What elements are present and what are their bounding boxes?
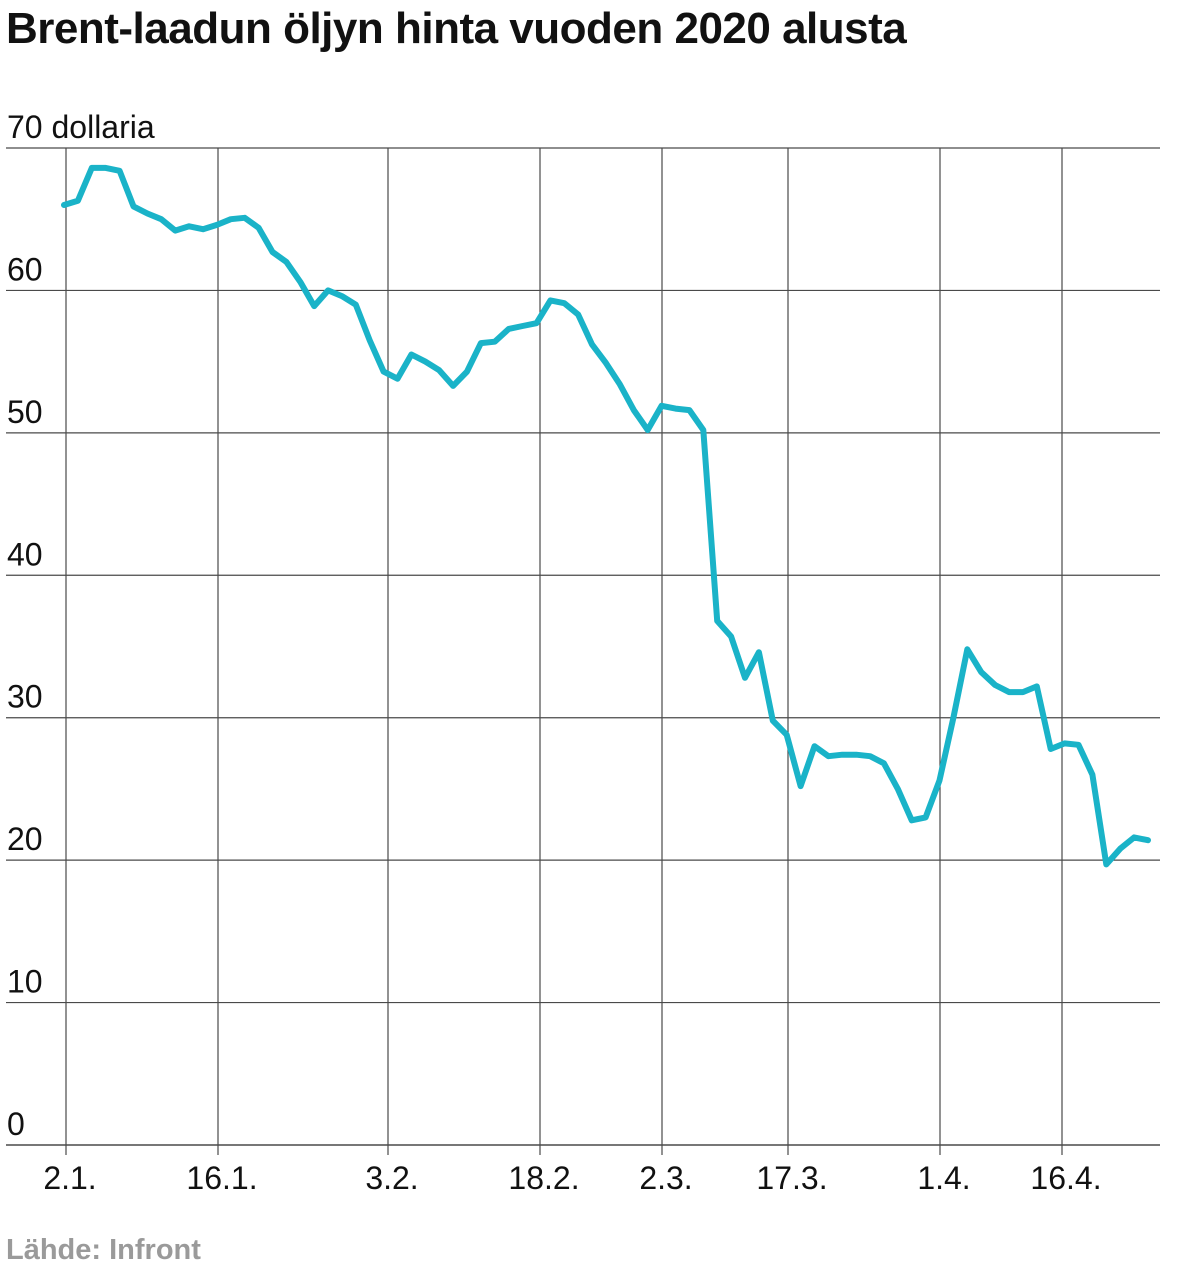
y-tick-label: 10: [7, 964, 43, 1000]
x-tick-label: 16.4.: [1030, 1160, 1101, 1196]
source-note: Lähde: Infront: [6, 1234, 201, 1266]
y-tick-label: 40: [7, 536, 43, 572]
x-tick-label: 2.1.: [43, 1160, 96, 1196]
y-tick-label: 60: [7, 251, 43, 287]
y-axis-tick-labels: 0 10 20 30 40 50 60 70 dollaria: [7, 109, 155, 1142]
vertical-gridlines: [65, 148, 1063, 1155]
horizontal-gridlines: [6, 147, 1160, 1146]
y-tick-label: 50: [7, 394, 43, 430]
series-group: [61, 164, 1151, 868]
x-tick-label: 17.3.: [756, 1160, 827, 1196]
y-tick-label: 70 dollaria: [7, 109, 155, 145]
chart-title: Brent-laadun öljyn hinta vuoden 2020 alu…: [6, 4, 907, 53]
series-line: [61, 164, 1151, 868]
x-tick-label: 2.3.: [639, 1160, 692, 1196]
y-tick-label: 30: [7, 679, 43, 715]
y-tick-label: 20: [7, 821, 43, 857]
x-tick-label: 16.1.: [186, 1160, 257, 1196]
x-tick-label: 1.4.: [917, 1160, 970, 1196]
y-tick-label: 0: [7, 1106, 25, 1142]
x-tick-label: 18.2.: [508, 1160, 579, 1196]
x-tick-label: 3.2.: [365, 1160, 418, 1196]
x-axis-tick-labels: 2.1. 16.1. 3.2. 18.2. 2.3. 17.3. 1.4. 16.4.: [43, 1160, 1101, 1196]
